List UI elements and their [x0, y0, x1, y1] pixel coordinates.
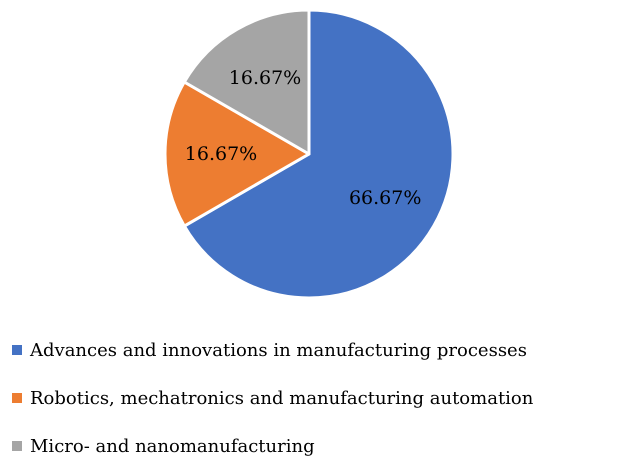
legend-label: Advances and innovations in manufacturin… — [30, 339, 527, 361]
data-label-manufacturing-processes: 66.67% — [349, 187, 421, 209]
legend-label: Micro- and nanomanufacturing — [30, 435, 315, 457]
legend-swatch — [12, 441, 22, 451]
pie-data-labels: 66.67% 16.67% 16.67% — [185, 67, 422, 209]
legend-item-micro-nanomanufacturing: Micro- and nanomanufacturing — [12, 434, 612, 458]
pie-slice-robotics-automation — [163, 80, 311, 228]
data-label-micro-nanomanufacturing: 16.67% — [229, 67, 301, 89]
chart-legend: Advances and innovations in manufacturin… — [12, 338, 612, 458]
pie-chart: 66.67% 16.67% 16.67% — [163, 8, 455, 300]
legend-swatch — [12, 345, 22, 355]
legend-item-robotics-automation: Robotics, mechatronics and manufacturing… — [12, 386, 612, 410]
legend-item-manufacturing-processes: Advances and innovations in manufacturin… — [12, 338, 612, 362]
legend-swatch — [12, 393, 22, 403]
legend-label: Robotics, mechatronics and manufacturing… — [30, 387, 534, 409]
pie-slice-micro-nanomanufacturing — [182, 8, 311, 156]
data-label-robotics-automation: 16.67% — [185, 143, 257, 165]
pie-slices — [163, 8, 455, 300]
pie-slice-manufacturing-processes — [182, 8, 455, 300]
